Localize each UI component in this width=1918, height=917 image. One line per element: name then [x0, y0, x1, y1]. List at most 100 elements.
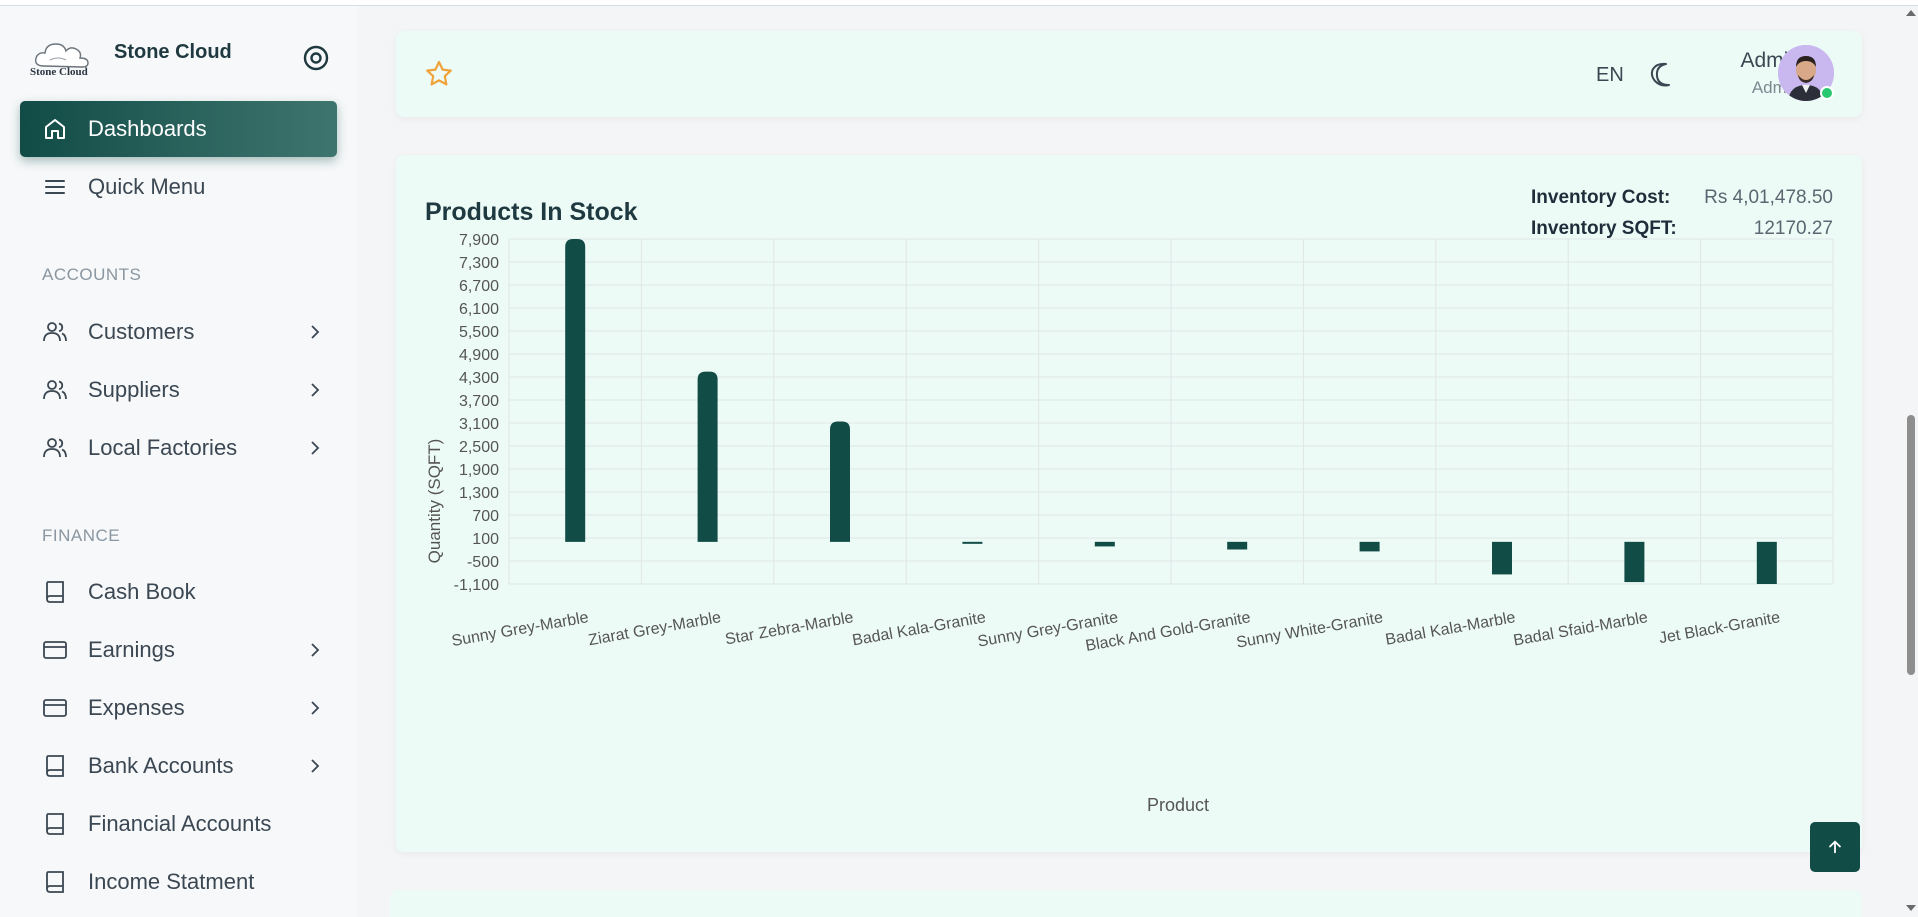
- x-tick-label: Badal Sfaid-Marble: [1512, 609, 1649, 649]
- sidebar-item-label: Cash Book: [88, 579, 196, 604]
- sidebar: Stone Cloud Stone Cloud Dashboards Quick…: [0, 6, 358, 917]
- y-tick-label: 5,500: [459, 324, 499, 341]
- products-in-stock-card: Products In Stock Inventory Cost: Rs 4,0…: [396, 155, 1862, 852]
- sidebar-item-cash-book[interactable]: Cash Book: [20, 564, 337, 620]
- book-icon: [40, 751, 70, 781]
- chevron-right-icon: [311, 441, 320, 455]
- sidebar-item-label: Expenses: [88, 695, 185, 720]
- sidebar-item-suppliers[interactable]: Suppliers: [20, 362, 337, 418]
- star-icon[interactable]: [424, 59, 454, 89]
- y-tick-label: 1,900: [459, 462, 499, 479]
- x-tick-label: Sunny White-Granite: [1235, 609, 1384, 652]
- book-icon: [40, 809, 70, 839]
- bar-sunny-white-granite[interactable]: [1359, 541, 1380, 552]
- book-icon: [40, 867, 70, 897]
- moon-icon[interactable]: [1647, 60, 1677, 90]
- x-tick-label: Sunny Grey-Marble: [450, 609, 590, 650]
- y-tick-label: 3,700: [459, 393, 499, 410]
- scroll-to-top-button[interactable]: [1810, 822, 1860, 872]
- scroll-up-arrow-icon[interactable]: [1905, 8, 1917, 18]
- sidebar-item-dashboards[interactable]: Dashboards: [20, 101, 337, 157]
- y-tick-label: 4,300: [459, 370, 499, 387]
- menu-icon: [40, 172, 70, 202]
- chevron-right-icon: [311, 383, 320, 397]
- brand-name: Stone Cloud: [114, 40, 232, 63]
- bar-jet-black-granite[interactable]: [1756, 541, 1777, 584]
- products-bar-chart: 7,900 7,300 6,700 6,100 5,500 4,900 4,300 3,700…: [425, 232, 1834, 815]
- sidebar-item-label: Quick Menu: [88, 174, 206, 199]
- sidebar-toggle-icon[interactable]: [302, 44, 330, 72]
- sidebar-item-label: Suppliers: [88, 377, 180, 402]
- brand[interactable]: Stone Cloud Stone Cloud: [30, 36, 232, 80]
- sidebar-item-earnings[interactable]: Earnings: [20, 622, 337, 678]
- inventory-sqft-value: 12170.27: [1753, 218, 1833, 239]
- y-tick-label: 100: [472, 531, 499, 548]
- next-card: [390, 890, 1862, 917]
- y-tick-label: 6,700: [459, 278, 499, 295]
- y-tick-label: 2,500: [459, 439, 499, 456]
- arrow-up-icon: [1829, 840, 1841, 854]
- x-axis-label: Product: [1147, 795, 1209, 815]
- language-switcher[interactable]: EN: [1596, 64, 1624, 86]
- sidebar-item-quick-menu[interactable]: Quick Menu: [20, 159, 337, 215]
- x-tick-label: Badal Kala-Granite: [851, 609, 987, 649]
- y-tick-label: -500: [467, 554, 499, 571]
- section-label-finance: FINANCE: [42, 526, 121, 545]
- y-axis-label: Quantity (SQFT): [425, 439, 444, 564]
- inventory-cost-value: Rs 4,01,478.50: [1704, 187, 1833, 208]
- chevron-right-icon: [311, 325, 320, 339]
- section-label-accounts: ACCOUNTS: [42, 265, 142, 284]
- sidebar-item-label: Customers: [88, 319, 195, 344]
- bar-badal-kala-marble[interactable]: [1492, 541, 1512, 575]
- sidebar-item-label: Earnings: [88, 637, 175, 662]
- book-icon: [40, 577, 70, 607]
- card-title: Products In Stock: [425, 198, 638, 226]
- sidebar-item-financial-accounts[interactable]: Financial Accounts: [20, 796, 337, 852]
- sidebar-item-bank-accounts[interactable]: Bank Accounts: [20, 738, 337, 794]
- x-tick-label: Star Zebra-Marble: [724, 609, 855, 648]
- window-top-border: [0, 0, 1918, 6]
- cloud-logo-icon: [34, 43, 89, 68]
- chevron-right-icon: [311, 701, 320, 715]
- credit-card-icon: [40, 635, 70, 665]
- x-tick-label: Jet Black-Granite: [1658, 609, 1782, 647]
- scrollbar-thumb[interactable]: [1907, 415, 1915, 675]
- y-tick-label: 6,100: [459, 301, 499, 318]
- sidebar-item-income-statment[interactable]: Income Statment: [20, 854, 337, 910]
- online-status-dot: [1820, 86, 1834, 100]
- y-tick-label: -1,100: [454, 577, 499, 594]
- bar-badal-sfaid-marble[interactable]: [1624, 541, 1645, 583]
- y-tick-label: 7,900: [459, 232, 499, 249]
- bar-star-zebra-marble[interactable]: [830, 421, 850, 542]
- chevron-right-icon: [311, 643, 320, 657]
- chevron-right-icon: [311, 759, 320, 773]
- bar-badal-kala-granite[interactable]: [962, 541, 983, 544]
- scroll-down-arrow-icon[interactable]: [1905, 903, 1917, 913]
- users-icon: [40, 375, 70, 405]
- inventory-cost-label: Inventory Cost:: [1531, 187, 1671, 208]
- chart-bars: [565, 239, 1777, 584]
- y-tick-labels: 7,900 7,300 6,700 6,100 5,500 4,900 4,300 3,700…: [454, 232, 499, 594]
- bar-ziarat-grey-marble[interactable]: [697, 371, 718, 542]
- brand-logo-text: Stone Cloud: [30, 66, 88, 78]
- x-tick-label: Badal Kala-Marble: [1384, 609, 1517, 649]
- chart-grid: [508, 238, 1834, 585]
- x-tick-label: Ziarat Grey-Marble: [587, 609, 722, 649]
- sidebar-item-label: Local Factories: [88, 435, 238, 460]
- y-tick-label: 7,300: [459, 255, 499, 272]
- y-tick-label: 3,100: [459, 416, 499, 433]
- bar-black-and-gold-granite[interactable]: [1227, 541, 1248, 550]
- sidebar-item-label: Bank Accounts: [88, 753, 234, 778]
- sidebar-item-local-factories[interactable]: Local Factories: [20, 420, 337, 476]
- top-bar: EN Admin Admin: [396, 31, 1862, 117]
- bar-sunny-grey-granite[interactable]: [1094, 541, 1115, 547]
- home-icon: [40, 114, 70, 144]
- inventory-sqft-label: Inventory SQFT:: [1531, 218, 1677, 239]
- y-tick-label: 1,300: [459, 485, 499, 502]
- bar-sunny-grey-marble[interactable]: [565, 239, 586, 542]
- sidebar-item-customers[interactable]: Customers: [20, 304, 337, 360]
- sidebar-item-label: Financial Accounts: [88, 811, 272, 836]
- sidebar-item-expenses[interactable]: Expenses: [20, 680, 337, 736]
- y-tick-label: 4,900: [459, 347, 499, 364]
